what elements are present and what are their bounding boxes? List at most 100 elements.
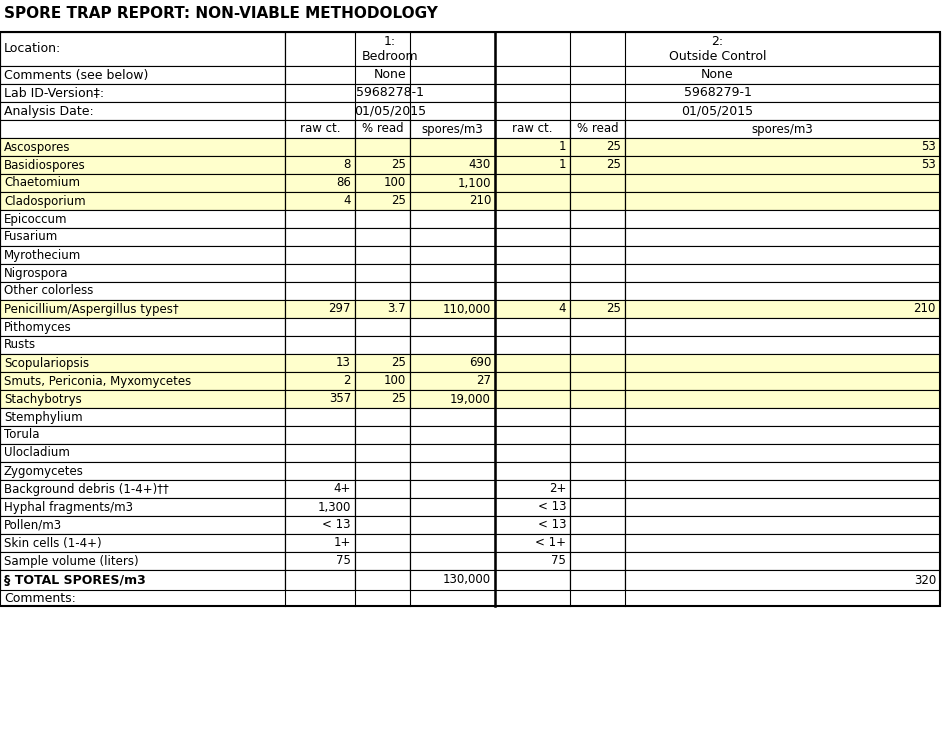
Bar <box>285 408 355 426</box>
Bar <box>410 516 495 534</box>
Bar <box>355 192 410 210</box>
Text: 75: 75 <box>336 554 351 568</box>
Bar <box>355 498 410 516</box>
Bar <box>285 462 355 480</box>
Bar <box>0 228 285 246</box>
Bar <box>570 210 625 228</box>
Bar <box>0 102 285 120</box>
Text: 1+: 1+ <box>333 536 351 550</box>
Bar <box>285 570 355 590</box>
Bar <box>0 192 285 210</box>
Bar <box>495 534 570 552</box>
Text: 1,300: 1,300 <box>317 500 351 514</box>
Bar <box>625 318 940 336</box>
Bar <box>495 32 940 66</box>
Bar <box>495 300 570 318</box>
Bar <box>570 156 625 174</box>
Text: % read: % read <box>577 122 618 136</box>
Text: Torula: Torula <box>4 428 40 442</box>
Bar <box>285 228 355 246</box>
Bar <box>495 354 570 372</box>
Bar <box>625 462 940 480</box>
Bar <box>0 138 285 156</box>
Bar <box>285 66 495 84</box>
Bar <box>0 534 285 552</box>
Bar <box>410 462 495 480</box>
Text: 25: 25 <box>391 158 406 172</box>
Text: Comments:: Comments: <box>4 592 76 604</box>
Bar <box>355 282 410 300</box>
Text: Pithomyces: Pithomyces <box>4 320 72 334</box>
Bar <box>625 480 940 498</box>
Text: SPORE TRAP REPORT: NON-VIABLE METHODOLOGY: SPORE TRAP REPORT: NON-VIABLE METHODOLOG… <box>4 7 438 22</box>
Bar <box>285 264 355 282</box>
Bar <box>410 444 495 462</box>
Text: 25: 25 <box>391 194 406 208</box>
Bar <box>285 336 355 354</box>
Bar <box>0 174 285 192</box>
Bar <box>355 480 410 498</box>
Bar <box>355 354 410 372</box>
Text: 690: 690 <box>468 356 491 370</box>
Bar <box>570 228 625 246</box>
Bar <box>625 264 940 282</box>
Text: Stachybotrys: Stachybotrys <box>4 392 82 406</box>
Bar <box>285 246 355 264</box>
Bar <box>625 516 940 534</box>
Bar <box>0 552 285 570</box>
Text: 25: 25 <box>606 302 621 316</box>
Bar <box>625 498 940 516</box>
Bar <box>410 426 495 444</box>
Bar <box>0 462 285 480</box>
Bar <box>495 84 940 102</box>
Bar <box>570 336 625 354</box>
Text: 130,000: 130,000 <box>443 574 491 586</box>
Bar <box>410 570 495 590</box>
Bar <box>285 534 355 552</box>
Bar <box>285 372 355 390</box>
Bar <box>410 174 495 192</box>
Text: 01/05/2015: 01/05/2015 <box>354 104 426 118</box>
Text: Penicillium/Aspergillus types†: Penicillium/Aspergillus types† <box>4 302 179 316</box>
Bar <box>495 390 570 408</box>
Bar <box>570 570 625 590</box>
Bar <box>625 174 940 192</box>
Bar <box>0 66 285 84</box>
Text: 13: 13 <box>336 356 351 370</box>
Bar <box>570 408 625 426</box>
Bar <box>495 228 570 246</box>
Text: 8: 8 <box>344 158 351 172</box>
Text: 25: 25 <box>606 158 621 172</box>
Bar <box>285 498 355 516</box>
Text: 2+: 2+ <box>548 482 566 496</box>
Bar <box>355 120 410 138</box>
Bar <box>495 120 570 138</box>
Bar <box>625 300 940 318</box>
Bar <box>0 426 285 444</box>
Bar <box>495 498 570 516</box>
Text: 2: 2 <box>344 374 351 388</box>
Bar <box>570 462 625 480</box>
Bar <box>625 372 940 390</box>
Bar <box>495 570 570 590</box>
Bar <box>410 120 495 138</box>
Text: 297: 297 <box>329 302 351 316</box>
Bar <box>625 570 940 590</box>
Bar <box>495 138 570 156</box>
Bar <box>625 534 940 552</box>
Text: 25: 25 <box>606 140 621 154</box>
Bar <box>0 444 285 462</box>
Bar <box>0 354 285 372</box>
Text: 75: 75 <box>551 554 566 568</box>
Bar <box>570 174 625 192</box>
Bar <box>570 390 625 408</box>
Bar <box>410 552 495 570</box>
Text: Stemphylium: Stemphylium <box>4 410 83 424</box>
Text: Skin cells (1-4+): Skin cells (1-4+) <box>4 536 102 550</box>
Text: Fusarium: Fusarium <box>4 230 58 244</box>
Text: Hyphal fragments/m3: Hyphal fragments/m3 <box>4 500 133 514</box>
Bar <box>355 570 410 590</box>
Text: 100: 100 <box>383 374 406 388</box>
Bar <box>410 246 495 264</box>
Bar <box>410 408 495 426</box>
